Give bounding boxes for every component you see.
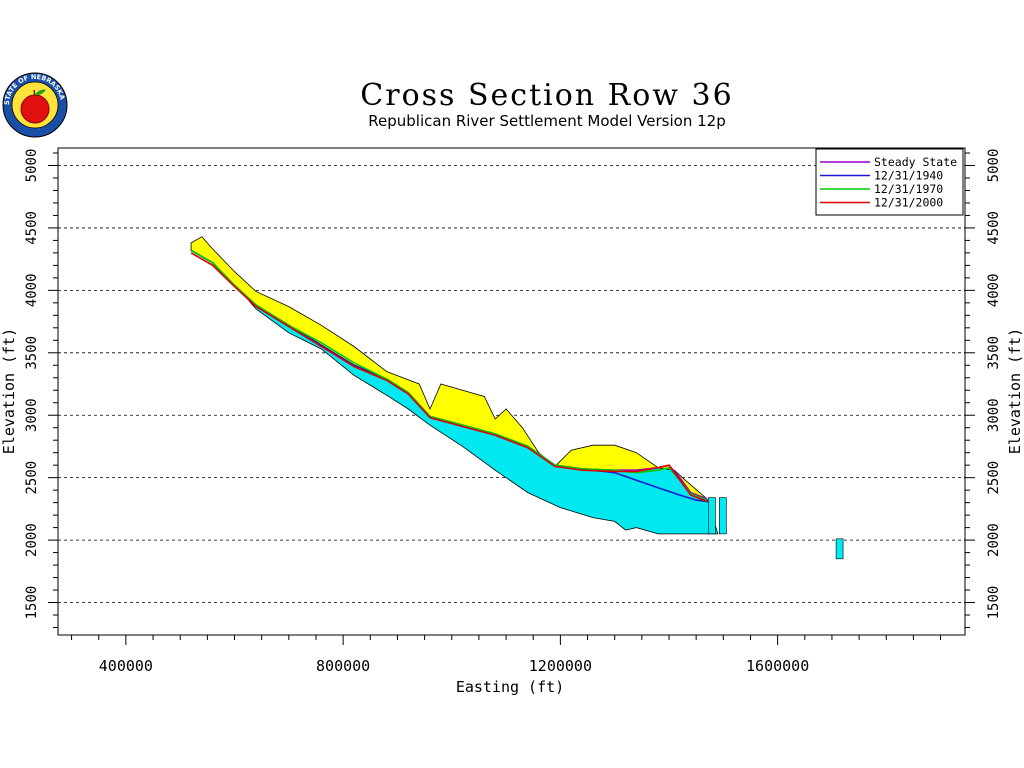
series-line-3 (190, 249, 708, 501)
y-tick-label-left-4500: 4500 (24, 211, 40, 245)
x-tick-label-1200000: 1200000 (529, 657, 592, 675)
state-seal-logo: STATE OF NEBRASKA (2, 72, 68, 138)
x-tick-label-800000: 800000 (316, 657, 370, 675)
chart-subtitle: Republican River Settlement Model Versio… (368, 112, 725, 130)
legend-label-4: 12/31/2000 (874, 196, 943, 210)
y-axis-label-left: Elevation (ft) (0, 328, 18, 454)
y-tick-label-right-1500: 1500 (986, 586, 1002, 620)
y-tick-label-left-3500: 3500 (24, 336, 40, 370)
apple-stem-icon (33, 89, 36, 97)
y-tick-label-right-4000: 4000 (986, 273, 1002, 307)
y-tick-label-left-4000: 4000 (24, 273, 40, 307)
y-tick-label-right-2500: 2500 (986, 461, 1002, 495)
series-line-4 (190, 252, 708, 503)
unsaturated-zone-area (190, 236, 708, 500)
isolated-column-2 (835, 538, 844, 560)
x-tick-label-1600000: 1600000 (746, 657, 809, 675)
y-tick-label-left-3000: 3000 (24, 398, 40, 432)
y-tick-label-left-1500: 1500 (24, 586, 40, 620)
legend-box (815, 148, 964, 216)
chart-title: Cross Section Row 36 (360, 78, 733, 113)
legend: Steady State12/31/194012/31/197012/31/20… (815, 148, 964, 216)
y-tick-label-left-2000: 2000 (24, 523, 40, 557)
y-tick-label-left-2500: 2500 (24, 461, 40, 495)
y-tick-label-right-3000: 3000 (986, 398, 1002, 432)
isolated-column-1 (719, 497, 727, 535)
legend-label-2: 12/31/1940 (874, 169, 943, 183)
x-tick-label-400000: 400000 (99, 657, 153, 675)
y-tick-label-right-2000: 2000 (986, 523, 1002, 557)
y-axis-label-right: Elevation (ft) (1006, 328, 1024, 454)
y-tick-label-left-5000: 5000 (24, 149, 40, 183)
legend-label-3: 12/31/1970 (874, 182, 943, 196)
x-axis-label: Easting (ft) (456, 678, 564, 696)
y-tick-label-right-5000: 5000 (986, 149, 1002, 183)
y-tick-label-right-3500: 3500 (986, 336, 1002, 370)
y-tick-label-right-4500: 4500 (986, 211, 1002, 245)
isolated-column-0 (708, 497, 716, 535)
apple-leaf-icon (35, 89, 46, 96)
apple-icon (20, 94, 50, 124)
plot-frame (57, 147, 966, 636)
legend-label-1: Steady State (874, 155, 957, 169)
